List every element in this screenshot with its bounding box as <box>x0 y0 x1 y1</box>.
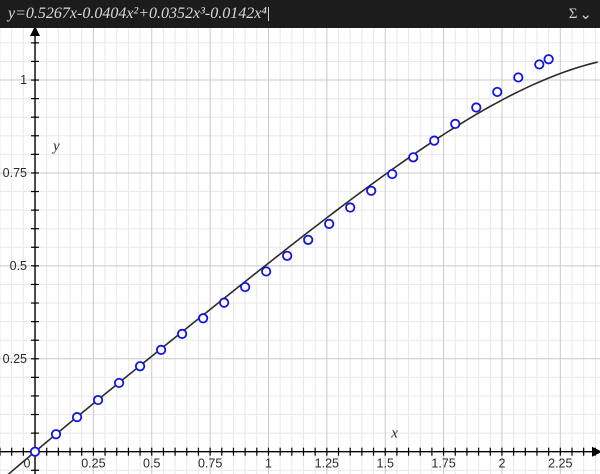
data-point-marker[interactable] <box>73 413 81 421</box>
chevron-down-icon: ⌄ <box>579 5 592 24</box>
graph-canvas[interactable]: 0.25 0.5 0.75 1 1.25 1.5 1.75 2 2.25 0 0.25 0.5 0.75… <box>0 28 600 474</box>
data-point-marker[interactable] <box>136 362 144 370</box>
chart-svg: 0.25 0.5 0.75 1 1.25 1.5 1.75 2 2.2500.250.50.75… <box>0 28 600 474</box>
app-root: y=0.5267x-0.0404x²+0.0352x³-0.0142x⁴ Σ ⌄… <box>0 0 600 474</box>
data-point-marker[interactable] <box>157 346 165 354</box>
svg-text:0.25: 0.25 <box>81 457 105 471</box>
data-point-marker[interactable] <box>199 314 207 322</box>
svg-text:1.75: 1.75 <box>431 457 455 471</box>
data-point-marker[interactable] <box>94 396 102 404</box>
data-point-marker[interactable] <box>451 120 459 128</box>
formula-input[interactable]: y=0.5267x-0.0404x²+0.0352x³-0.0142x⁴ <box>8 5 269 23</box>
text-cursor <box>268 7 269 21</box>
svg-text:0.75: 0.75 <box>3 166 27 180</box>
data-point-marker[interactable] <box>388 170 396 178</box>
data-point-marker[interactable] <box>514 73 522 81</box>
data-point-marker[interactable] <box>346 203 354 211</box>
data-point-marker[interactable] <box>178 330 186 338</box>
svg-text:1.5: 1.5 <box>377 457 394 471</box>
data-point-marker[interactable] <box>262 267 270 275</box>
data-point-marker[interactable] <box>409 153 417 161</box>
data-point-marker[interactable] <box>430 136 438 144</box>
formula-expression-text: y=0.5267x-0.0404x²+0.0352x³-0.0142x⁴ <box>8 5 267 23</box>
data-point-marker[interactable] <box>544 55 552 63</box>
svg-text:1: 1 <box>20 73 27 87</box>
data-point-marker[interactable] <box>493 88 501 96</box>
svg-text:x: x <box>390 426 398 442</box>
data-point-marker[interactable] <box>52 430 60 438</box>
data-point-marker[interactable] <box>220 298 228 306</box>
svg-text:2.25: 2.25 <box>548 457 572 471</box>
data-point-marker[interactable] <box>283 252 291 260</box>
svg-text:1: 1 <box>265 457 272 471</box>
formula-bar: y=0.5267x-0.0404x²+0.0352x³-0.0142x⁴ Σ ⌄ <box>0 0 600 28</box>
sigma-dropdown-button[interactable]: Σ ⌄ <box>569 5 592 24</box>
svg-text:0.5: 0.5 <box>10 259 27 273</box>
svg-text:1.25: 1.25 <box>315 457 339 471</box>
data-point-marker[interactable] <box>325 220 333 228</box>
data-point-marker[interactable] <box>31 448 39 456</box>
svg-text:y: y <box>51 138 60 154</box>
svg-text:0.25: 0.25 <box>3 352 27 366</box>
svg-text:0.75: 0.75 <box>198 457 222 471</box>
svg-text:2: 2 <box>498 457 505 471</box>
data-point-marker[interactable] <box>535 60 543 68</box>
data-point-marker[interactable] <box>472 103 480 111</box>
svg-text:0.5: 0.5 <box>143 457 160 471</box>
data-point-marker[interactable] <box>241 283 249 291</box>
data-point-marker[interactable] <box>304 236 312 244</box>
sigma-icon: Σ <box>569 6 578 23</box>
data-point-marker[interactable] <box>115 379 123 387</box>
data-point-marker[interactable] <box>367 187 375 195</box>
